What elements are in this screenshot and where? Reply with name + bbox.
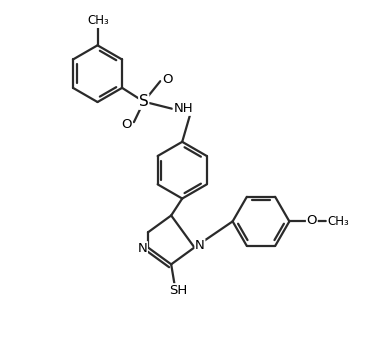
Text: N: N — [195, 240, 205, 252]
Text: CH₃: CH₃ — [87, 15, 109, 27]
Text: NH: NH — [173, 102, 193, 115]
Text: SH: SH — [169, 284, 187, 297]
Text: S: S — [139, 94, 149, 109]
Text: O: O — [162, 73, 172, 86]
Text: O: O — [307, 214, 317, 228]
Text: CH₃: CH₃ — [327, 215, 349, 228]
Text: O: O — [122, 118, 132, 131]
Text: N: N — [138, 242, 147, 255]
